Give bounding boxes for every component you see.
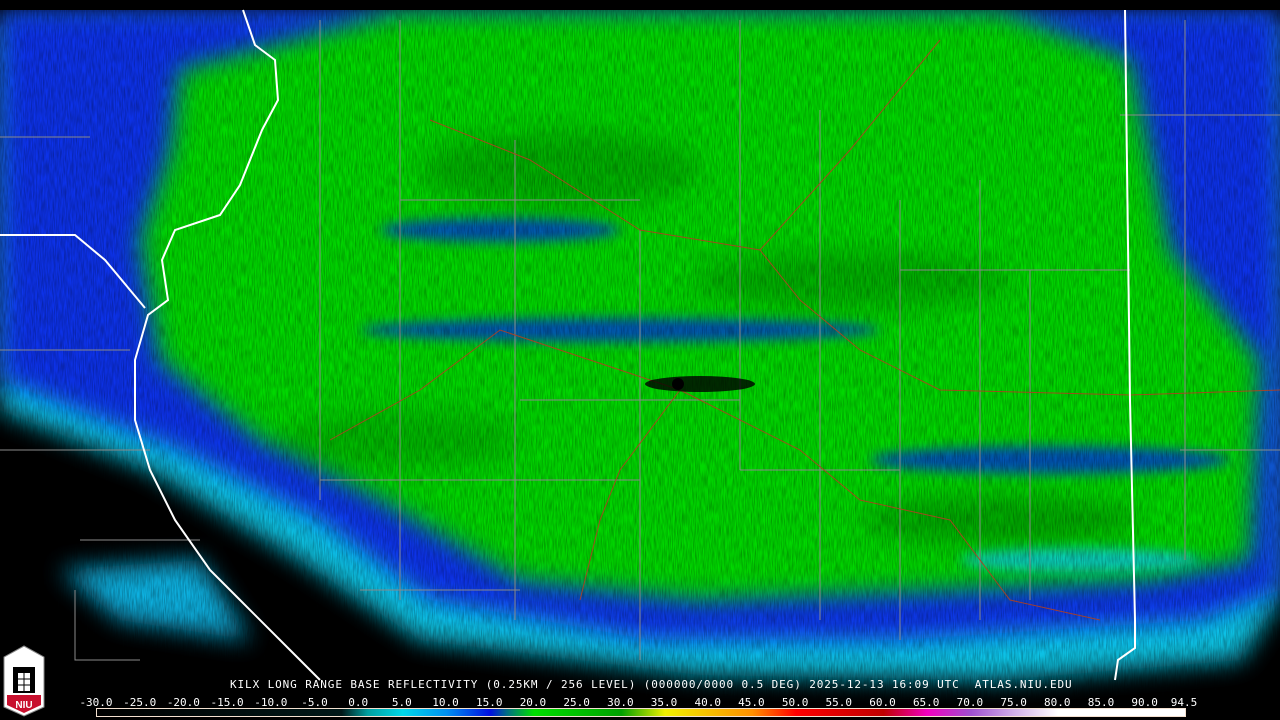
colorbar-label: 65.0 (912, 696, 940, 709)
colorbar-label: 5.0 (391, 696, 412, 709)
product-title: KILX LONG RANGE BASE REFLECTIVITY (0.25K… (230, 678, 1073, 691)
colorbar-label: -10.0 (254, 696, 288, 709)
colorbar-label: 85.0 (1087, 696, 1115, 709)
radar-site (645, 376, 755, 392)
colorbar-label: 25.0 (563, 696, 590, 709)
reflectivity-colorbar (96, 708, 1186, 717)
colorbar-labels: -30.0 -25.0 -20.0 -15.0 -10.0 -5.0 0.0 5.0 10.0 1… (79, 696, 1198, 709)
colorbar-label: 80.0 (1044, 696, 1071, 709)
colorbar-label: 30.0 (607, 696, 634, 709)
colorbar-label: 45.0 (738, 696, 765, 709)
colorbar-label: 60.0 (869, 696, 896, 709)
colorbar-label: 10.0 (432, 696, 459, 709)
svg-text:NIU: NIU (15, 700, 32, 711)
colorbar-label: 50.0 (781, 696, 809, 709)
colorbar-label: 35.0 (650, 696, 678, 709)
colorbar-label: 40.0 (694, 696, 721, 709)
colorbar-label: -25.0 (123, 696, 157, 709)
colorbar-label: 0.0 (348, 696, 369, 709)
colorbar-label: -5.0 (301, 696, 328, 709)
colorbar-label: -30.0 (79, 696, 113, 709)
niu-castle-logo: NIU (3, 645, 45, 717)
colorbar-label: 70.0 (956, 696, 984, 709)
colorbar-label: 15.0 (476, 696, 503, 709)
colorbar-label: 75.0 (1000, 696, 1027, 709)
colorbar-label: 94.5 (1170, 696, 1198, 709)
colorbar-label: -15.0 (210, 696, 244, 709)
colorbar-label: 90.0 (1131, 696, 1158, 709)
colorbar-label: 20.0 (519, 696, 547, 709)
highways (329, 39, 1280, 621)
colorbar-label: -20.0 (166, 696, 200, 709)
county-borders (0, 20, 1280, 661)
colorbar-label: 55.0 (825, 696, 853, 709)
state-borders (0, 9, 1136, 681)
